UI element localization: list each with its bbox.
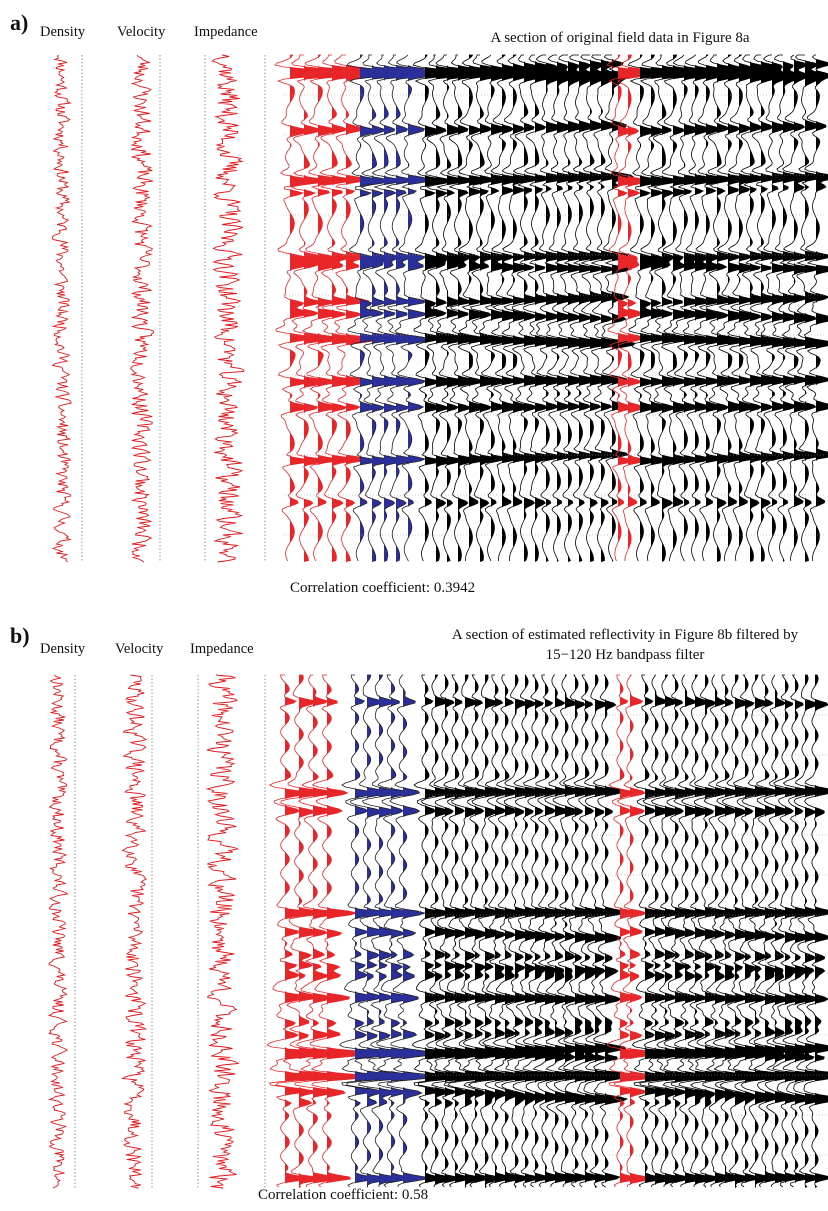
- section-title-b: A section of estimated reflectivity in F…: [415, 625, 828, 665]
- correlation-label-a: Correlation coefficient: 0.3942: [290, 580, 476, 596]
- time-grid-a: [283, 94, 826, 536]
- figure-panel-b: b) Density Velocity Impedance A section …: [0, 605, 828, 1211]
- synthetic-blue-traces-a: [346, 54, 441, 562]
- track-title-density-a: Density: [40, 24, 86, 40]
- synthetic-red-traces-b: [266, 674, 374, 1188]
- well-tie-figure-b: [47, 674, 828, 1189]
- track-title-velocity-b: Velocity: [115, 641, 164, 657]
- impedance-curve-b: [205, 674, 240, 1189]
- track-title-impedance-a: Impedance: [194, 24, 258, 40]
- section-title-b-line1: A section of estimated reflectivity in F…: [451, 627, 799, 643]
- section-title-b-line2: 15−120 Hz bandpass filter: [545, 647, 705, 663]
- panel-label-a: a): [10, 10, 29, 35]
- velocity-curve-b: [121, 674, 148, 1189]
- synthetic-blue-traces-b: [339, 674, 439, 1188]
- well-tie-figure-a: [51, 54, 828, 563]
- inserted-trace-b: [606, 674, 665, 1188]
- figure-panel-a: a) Density Velocity Impedance A section …: [0, 0, 828, 605]
- track-title-impedance-b: Impedance: [190, 641, 254, 657]
- seismic-traces-left-a: [412, 54, 635, 562]
- velocity-curve-a: [130, 54, 155, 563]
- synthetic-red-traces-a: [274, 54, 387, 562]
- density-curve-a: [51, 54, 72, 563]
- correlation-label-b: Correlation coefficient: 0.58: [258, 1187, 429, 1203]
- track-title-velocity-a: Velocity: [117, 24, 166, 40]
- section-title-a: A section of original field data in Figu…: [490, 30, 750, 46]
- impedance-curve-a: [211, 54, 245, 563]
- density-curve-b: [47, 674, 69, 1189]
- seismic-traces-left-b: [411, 674, 637, 1188]
- seismic-traces-right-b: [631, 674, 828, 1188]
- track-title-density-b: Density: [40, 641, 86, 657]
- seismic-traces-right-a: [627, 54, 828, 562]
- inserted-trace-a: [606, 54, 665, 562]
- panel-label-b: b): [10, 623, 30, 648]
